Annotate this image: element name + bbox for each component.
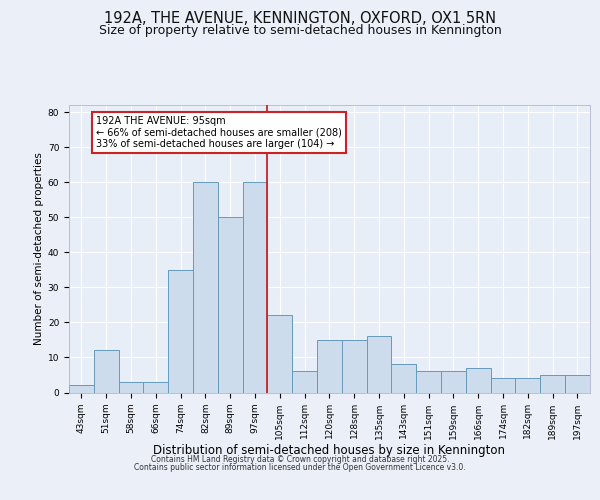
Text: 192A, THE AVENUE, KENNINGTON, OXFORD, OX1 5RN: 192A, THE AVENUE, KENNINGTON, OXFORD, OX… [104, 11, 496, 26]
Bar [168, 270, 193, 392]
Text: 192A THE AVENUE: 95sqm
← 66% of semi-detached houses are smaller (208)
33% of se: 192A THE AVENUE: 95sqm ← 66% of semi-det… [96, 116, 342, 148]
Bar [94, 350, 119, 393]
Bar [242, 182, 268, 392]
Bar [69, 386, 94, 392]
Y-axis label: Number of semi-detached properties: Number of semi-detached properties [34, 152, 44, 345]
Bar [515, 378, 540, 392]
Bar [342, 340, 367, 392]
Bar [268, 316, 292, 392]
Bar [119, 382, 143, 392]
Bar [391, 364, 416, 392]
Bar [565, 375, 590, 392]
Text: Contains public sector information licensed under the Open Government Licence v3: Contains public sector information licen… [134, 464, 466, 472]
Text: Contains HM Land Registry data © Crown copyright and database right 2025.: Contains HM Land Registry data © Crown c… [151, 455, 449, 464]
Bar [193, 182, 218, 392]
Bar [491, 378, 515, 392]
Bar [317, 340, 342, 392]
X-axis label: Distribution of semi-detached houses by size in Kennington: Distribution of semi-detached houses by … [154, 444, 505, 457]
Text: Size of property relative to semi-detached houses in Kennington: Size of property relative to semi-detach… [98, 24, 502, 37]
Bar [441, 372, 466, 392]
Bar [466, 368, 491, 392]
Bar [292, 372, 317, 392]
Bar [540, 375, 565, 392]
Bar [367, 336, 391, 392]
Bar [416, 372, 441, 392]
Bar [218, 217, 242, 392]
Bar [143, 382, 168, 392]
